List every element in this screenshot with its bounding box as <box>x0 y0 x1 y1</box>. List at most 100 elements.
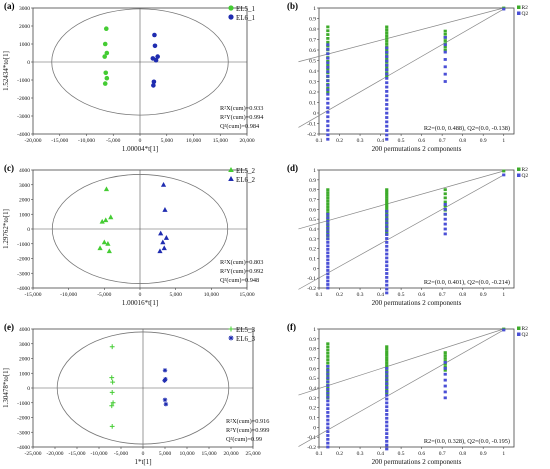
permutation-point <box>385 46 389 50</box>
permutation-point <box>385 206 389 210</box>
permutation-point <box>443 396 447 400</box>
x-tick-label: 0.4 <box>377 138 384 144</box>
permutation-point <box>443 366 447 370</box>
permutation-point <box>326 422 330 426</box>
model-statistic: R²X(cum)=0.933 <box>220 105 263 112</box>
legend-marker <box>517 11 521 15</box>
data-point <box>162 207 168 212</box>
permutation-point <box>385 229 389 233</box>
permutation-point <box>385 405 389 409</box>
permutation-point <box>326 345 330 349</box>
x-tick-label: 0.4 <box>377 451 384 457</box>
permutation-point <box>385 37 389 40</box>
x-tick-label: 1 <box>502 451 505 457</box>
r2-regression-line <box>298 170 504 230</box>
model-statistic: Q²(cum)=0.948 <box>220 277 259 284</box>
y-axis-label: 1.29762*to[1] <box>2 209 10 249</box>
permutation-point <box>385 98 389 102</box>
legend-marker <box>228 176 234 181</box>
permutation-point <box>326 202 330 206</box>
hotelling-ellipse <box>51 174 229 284</box>
permutation-point <box>385 386 389 389</box>
permutation-point <box>385 279 389 283</box>
data-point <box>99 218 105 224</box>
x-tick-label: 25,000 <box>245 451 260 457</box>
legend-marker <box>228 167 234 172</box>
y-tick-label: 0.6 <box>309 207 316 213</box>
permutation-point <box>385 358 389 362</box>
permutation-point <box>385 25 389 29</box>
permutation-point <box>443 357 447 360</box>
permutation-point <box>326 65 330 69</box>
permutation-point <box>443 368 447 372</box>
data-point <box>103 186 110 192</box>
x-tick-label: 0.2 <box>336 451 343 457</box>
y-tick-label: 0.7 <box>309 198 316 204</box>
plot-frame <box>318 7 515 135</box>
panel-label: (b) <box>287 1 298 11</box>
y-tick-label: 0 <box>313 425 316 431</box>
permutation-point <box>326 119 330 123</box>
y-tick-label: -0.2 <box>307 445 316 451</box>
permutation-point <box>326 283 330 286</box>
model-statistic: R²Y(cum)=0.999 <box>226 427 269 434</box>
permutation-point <box>385 345 389 349</box>
y-tick-label: 0.2 <box>309 247 316 253</box>
x-tick-label: -10,000 <box>60 292 77 298</box>
permutation-point <box>326 351 330 355</box>
permutation-point <box>326 212 330 216</box>
x-axis-label: 200 permutations 2 components <box>372 145 462 153</box>
permutation-point <box>385 133 389 137</box>
permutation-point <box>385 193 389 197</box>
permutation-point <box>385 116 389 119</box>
data-point <box>110 379 116 385</box>
x-tick-label: 1 <box>502 292 505 298</box>
x-tick-label: 0.9 <box>480 292 487 298</box>
data-point <box>163 235 169 240</box>
permutation-point <box>326 244 330 248</box>
permutation-point <box>326 380 330 384</box>
model-statistic: Q²(cum)=0.99 <box>226 436 262 443</box>
data-point <box>151 83 156 88</box>
permutation-point <box>326 407 330 411</box>
permutation-point <box>385 233 389 237</box>
permutation-point <box>326 361 330 365</box>
x-axis-label: 200 permutations 2 components <box>372 458 462 466</box>
data-point <box>103 217 109 223</box>
data-point <box>97 245 103 251</box>
x-tick-label: 0.7 <box>439 138 446 144</box>
y-tick-label: -0.1 <box>307 435 316 441</box>
x-tick-label: 0.1 <box>316 451 323 457</box>
y-tick-label: 1000 <box>19 212 30 218</box>
permutation-point <box>385 244 389 248</box>
permutation-point <box>385 227 389 231</box>
permutation-point <box>443 390 447 394</box>
x-tick-label: 0.5 <box>398 138 405 144</box>
permutation-point <box>326 269 330 272</box>
permutation-point <box>385 209 389 213</box>
x-tick-label: -15,000 <box>69 451 86 457</box>
x-tick-label: 0.2 <box>336 138 343 144</box>
x-axis-label: 1*t[1] <box>134 458 151 466</box>
y-tick-label: 0 <box>313 266 316 272</box>
permutation-point <box>326 67 330 71</box>
permutation-point <box>326 106 330 110</box>
permutation-point <box>385 94 389 98</box>
y-tick-label: 0.4 <box>309 69 316 75</box>
permutation-point <box>326 358 330 362</box>
y-tick-label: -4000 <box>17 132 30 138</box>
permutation-point <box>385 74 389 78</box>
permutation-point <box>385 31 389 35</box>
x-tick-label: -10,000 <box>78 138 95 144</box>
permutation-point <box>385 217 389 221</box>
y-tick-label: 0.3 <box>309 237 316 243</box>
permutation-point <box>326 61 330 65</box>
y-tick-label: -0.2 <box>307 132 316 138</box>
permutation-point <box>385 378 389 382</box>
y-tick-label: -1000 <box>17 242 30 248</box>
legend-label: R2 <box>522 5 529 11</box>
q2-regression-line <box>298 8 504 128</box>
permutation-point <box>385 107 389 111</box>
y-tick-label: 1000 <box>19 371 30 377</box>
